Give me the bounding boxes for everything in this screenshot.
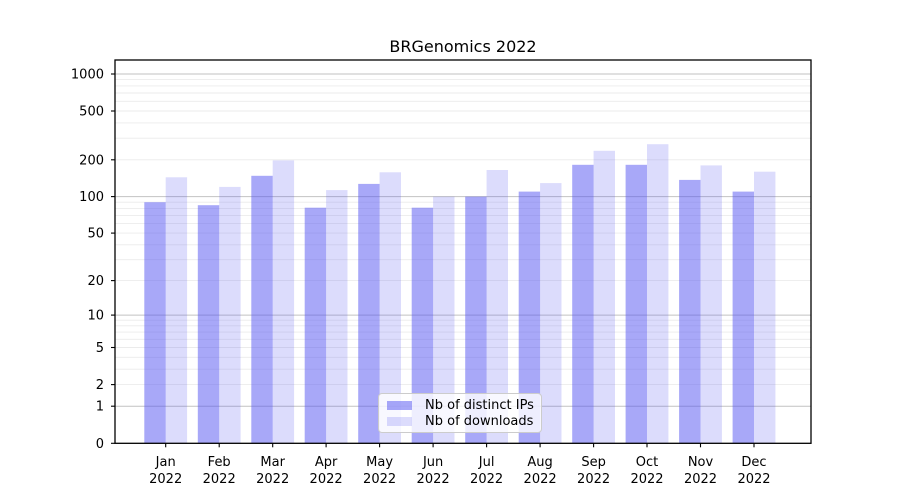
- bar: [593, 150, 615, 444]
- plot-frame: [114, 59, 812, 444]
- bars-series-0: [144, 164, 754, 444]
- legend-swatch-distinct-ips: [387, 400, 412, 410]
- legend-label-downloads: Nb of downloads: [425, 413, 534, 429]
- x-tick-label-year: 2022: [363, 472, 396, 487]
- bar: [379, 172, 401, 444]
- bar: [326, 190, 348, 444]
- x-tick-label-year: 2022: [737, 472, 770, 487]
- bar: [272, 160, 295, 444]
- y-tick-label: 2: [96, 378, 104, 393]
- x-tick-label-month: Aug: [527, 455, 552, 470]
- x-tick-label-month: Jan: [155, 455, 176, 470]
- x-tick-label-month: May: [366, 455, 393, 470]
- x-tick-label-month: Mar: [260, 455, 285, 470]
- bar: [647, 144, 669, 444]
- x-tick-label-month: Apr: [315, 455, 338, 470]
- bar: [304, 207, 327, 444]
- y-tick-label: 5: [96, 341, 104, 356]
- legend-item-distinct-ips: Nb of distinct IPs: [379, 397, 541, 413]
- x-tick-label-month: Dec: [741, 455, 766, 470]
- x-tick-label-year: 2022: [524, 472, 557, 487]
- x-axis-labels: Jan 2022 Feb 2022 Mar 2022 Apr 2022 May 2022 Jun 20…: [149, 455, 770, 487]
- x-tick-label-year: 2022: [149, 472, 182, 487]
- y-tick-label: 1000: [71, 68, 104, 83]
- bar: [486, 170, 508, 444]
- bar: [165, 177, 188, 444]
- x-tick-label-year: 2022: [630, 472, 663, 487]
- x-tick-label-month: Oct: [636, 455, 658, 470]
- x-tick-label-month: Jun: [422, 455, 443, 470]
- y-tick-label: 1: [96, 400, 104, 415]
- y-tick-label: 20: [87, 274, 104, 289]
- y-tick-label: 100: [79, 190, 104, 205]
- bar: [754, 171, 776, 444]
- bar: [433, 196, 455, 444]
- x-tick-label-year: 2022: [684, 472, 717, 487]
- x-tick-label-month: Feb: [208, 455, 231, 470]
- x-tick-label-year: 2022: [203, 472, 236, 487]
- chart-title: BRGenomics 2022: [389, 37, 537, 56]
- y-axis-ticks: [111, 73, 115, 444]
- x-tick-label-month: Nov: [688, 455, 714, 470]
- bar: [518, 191, 541, 444]
- bar: [197, 205, 220, 444]
- bar: [465, 196, 487, 444]
- legend: Nb of distinct IPs Nb of downloads: [378, 393, 542, 433]
- x-tick-label-year: 2022: [256, 472, 289, 487]
- y-tick-label: 50: [87, 227, 104, 242]
- y-tick-label: 10: [87, 309, 104, 324]
- y-axis-labels: 0 1 2 5 10 20 50 100 200 500 1000: [71, 68, 104, 452]
- bars-series-1: [165, 144, 776, 444]
- legend-label-distinct-ips: Nb of distinct IPs: [425, 397, 534, 413]
- bar: [219, 186, 241, 444]
- x-tick-label-year: 2022: [470, 472, 503, 487]
- x-axis-ticks: [165, 443, 755, 448]
- x-tick-label-year: 2022: [577, 472, 610, 487]
- bar: [540, 183, 562, 444]
- bar: [251, 175, 273, 444]
- bar: [732, 191, 754, 444]
- bar: [358, 183, 380, 444]
- legend-swatch-downloads: [387, 416, 412, 426]
- y-tick-label: 500: [79, 105, 104, 120]
- y-tick-label: 200: [79, 153, 104, 168]
- x-tick-label-year: 2022: [417, 472, 450, 487]
- legend-item-downloads: Nb of downloads: [379, 413, 541, 429]
- y-tick-label: 0: [96, 437, 104, 452]
- bar: [572, 164, 594, 444]
- bar: [700, 165, 722, 444]
- x-tick-label-year: 2022: [310, 472, 343, 487]
- bar: [144, 202, 166, 444]
- bar: [625, 164, 647, 444]
- bar: [679, 179, 701, 444]
- x-tick-label-month: Jul: [478, 455, 495, 470]
- x-tick-label-month: Sep: [581, 455, 606, 470]
- bar: [411, 207, 434, 444]
